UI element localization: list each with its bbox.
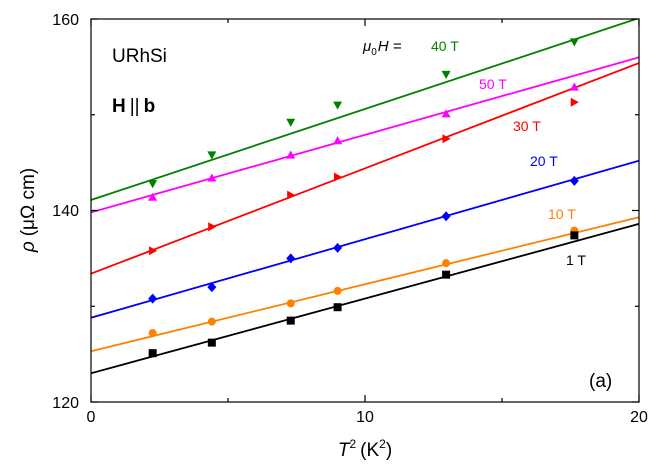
data-point-30T-5 bbox=[570, 97, 579, 107]
series-label-40T: 40 T bbox=[431, 38, 459, 54]
data-point-30T-2 bbox=[287, 190, 296, 200]
fit-line-40T bbox=[91, 19, 639, 201]
series-label-30T: 30 T bbox=[513, 118, 541, 134]
data-point-1T-3 bbox=[333, 303, 342, 312]
panel-label: (a) bbox=[589, 371, 612, 392]
data-point-1T-1 bbox=[207, 338, 216, 347]
fit-line-1T bbox=[91, 223, 639, 375]
data-point-10T-3 bbox=[333, 286, 342, 295]
fit-line-30T bbox=[91, 62, 639, 275]
data-markers bbox=[148, 38, 579, 358]
data-point-1T-2 bbox=[286, 316, 295, 325]
data-point-40T-2 bbox=[286, 118, 296, 127]
series-label-10T: 10 T bbox=[548, 206, 576, 222]
compound-label: URhSi bbox=[112, 46, 167, 67]
x-tick-label-10: 10 bbox=[356, 409, 374, 426]
data-point-1T-0 bbox=[148, 349, 157, 358]
y-tick-label-120: 120 bbox=[52, 395, 79, 412]
data-point-30T-1 bbox=[208, 222, 217, 232]
mu0h-label: μ0H = bbox=[362, 38, 402, 58]
fit-line-20T bbox=[91, 159, 639, 319]
series-label-20T: 20 T bbox=[530, 153, 558, 169]
data-point-10T-0 bbox=[148, 329, 157, 338]
data-point-20T-3 bbox=[333, 242, 343, 253]
axis-ticks bbox=[90, 18, 640, 403]
data-point-40T-3 bbox=[333, 101, 343, 110]
data-point-20T-2 bbox=[286, 253, 296, 264]
fit-line-10T bbox=[91, 216, 639, 353]
data-point-50T-4 bbox=[441, 109, 451, 118]
data-point-50T-0 bbox=[148, 192, 158, 201]
data-point-40T-5 bbox=[569, 38, 579, 47]
data-point-20T-4 bbox=[441, 211, 451, 222]
data-point-10T-2 bbox=[286, 299, 295, 308]
x-tick-label-0: 0 bbox=[87, 409, 96, 426]
data-point-20T-0 bbox=[148, 293, 158, 304]
y-tick-label-140: 140 bbox=[52, 203, 79, 220]
series-label-50T: 50 T bbox=[479, 76, 507, 92]
fit-lines bbox=[91, 19, 639, 375]
x-tick-label-20: 20 bbox=[630, 409, 648, 426]
data-point-50T-5 bbox=[569, 82, 579, 91]
data-point-10T-4 bbox=[442, 259, 451, 268]
data-point-20T-1 bbox=[207, 282, 217, 293]
data-point-20T-5 bbox=[569, 175, 579, 186]
data-point-50T-2 bbox=[286, 150, 296, 159]
data-point-40T-0 bbox=[148, 180, 158, 189]
data-point-30T-3 bbox=[334, 172, 343, 182]
data-point-1T-4 bbox=[442, 270, 451, 279]
data-point-50T-3 bbox=[333, 136, 343, 145]
data-point-10T-1 bbox=[207, 317, 216, 326]
data-point-50T-1 bbox=[207, 173, 217, 182]
field-direction-label: H || b bbox=[112, 96, 155, 117]
x-axis-title: T2 (K2) bbox=[338, 437, 392, 461]
data-point-40T-4 bbox=[441, 70, 451, 80]
data-point-40T-1 bbox=[207, 151, 217, 160]
y-axis-title: ρ(μΩ cm) bbox=[18, 168, 39, 253]
y-tick-label-160: 160 bbox=[52, 12, 79, 29]
data-point-1T-5 bbox=[570, 231, 579, 240]
fit-line-50T bbox=[91, 56, 639, 214]
series-label-1T: 1 T bbox=[566, 252, 586, 268]
data-point-30T-0 bbox=[149, 246, 158, 256]
data-point-30T-4 bbox=[442, 134, 451, 144]
